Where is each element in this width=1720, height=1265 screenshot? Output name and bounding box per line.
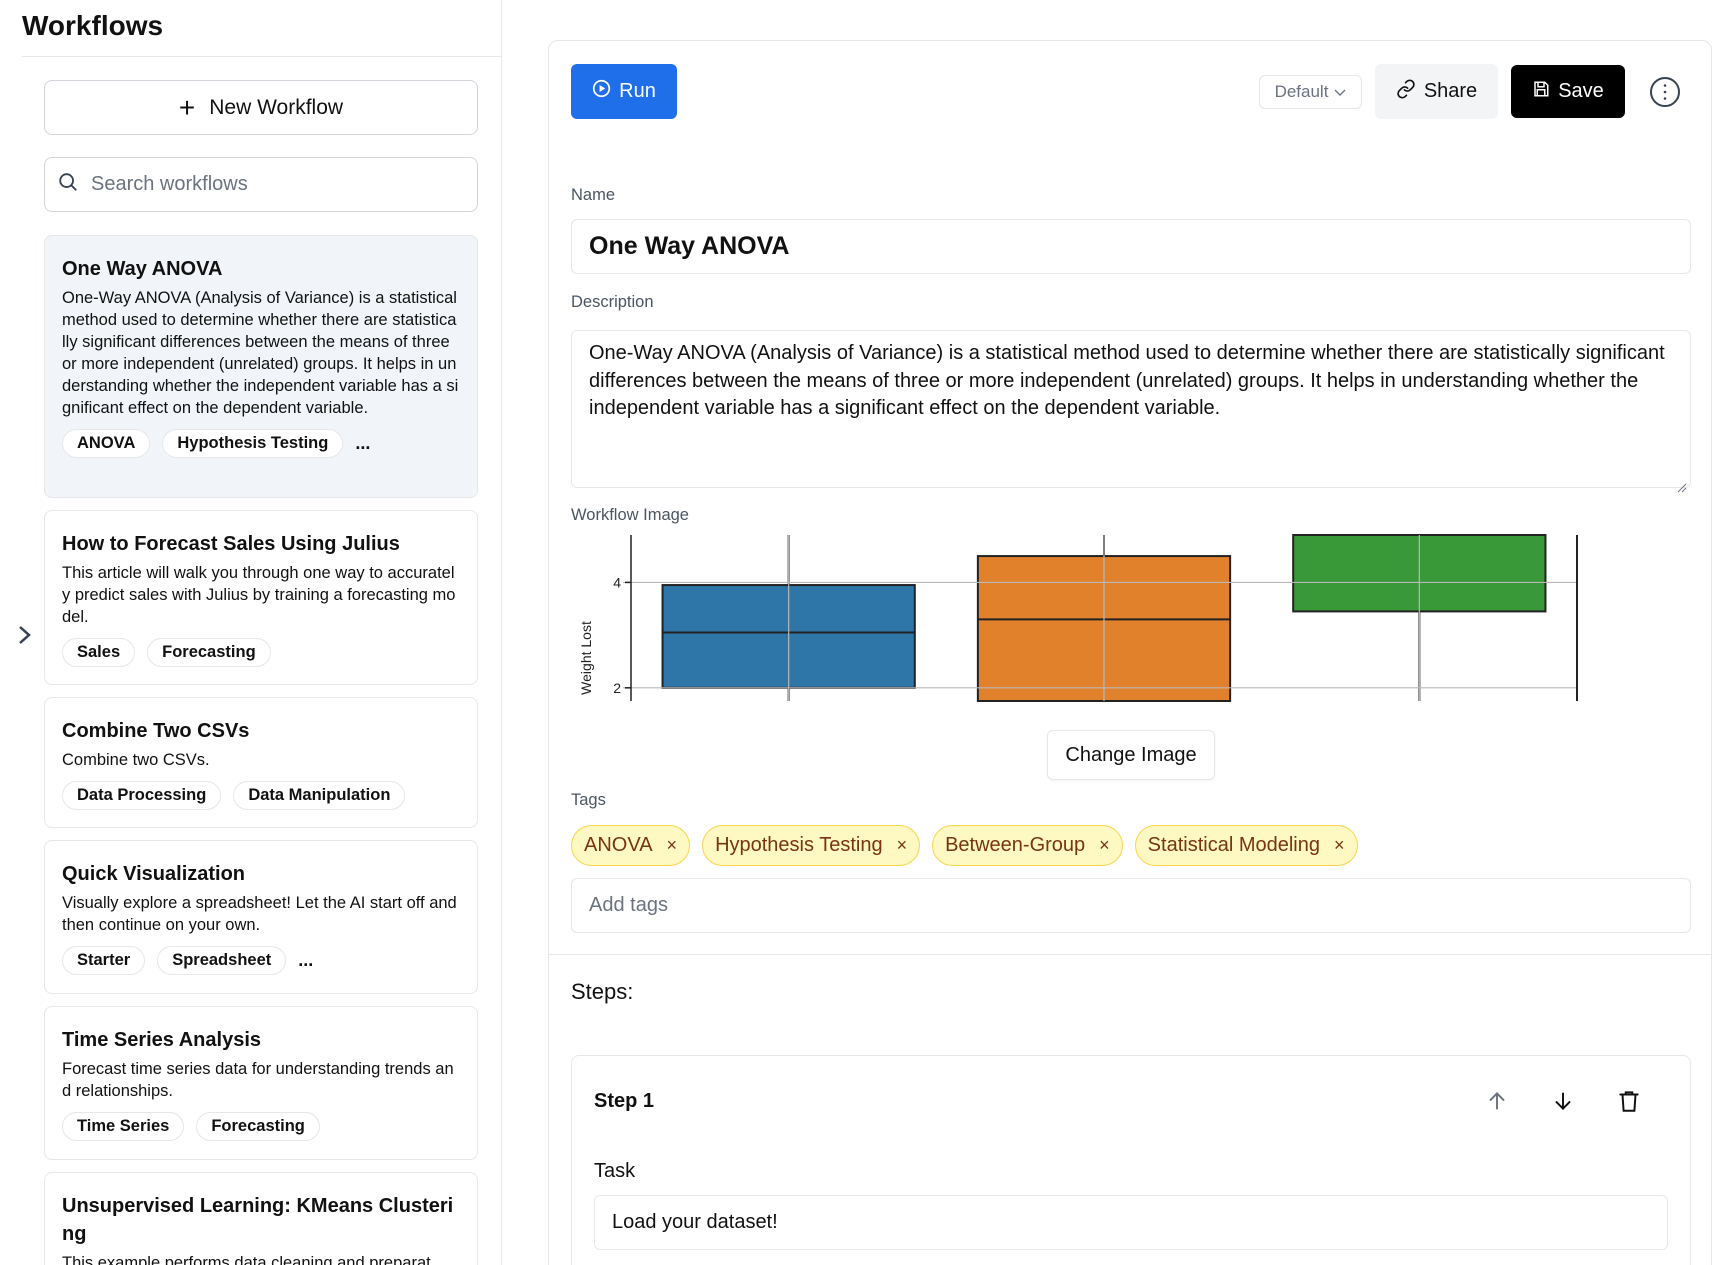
workflow-editor: Run Default Share Save Name One Way ANOV… [548, 40, 1712, 1265]
add-tags-field[interactable] [571, 878, 1691, 933]
workflow-tag: Forecasting [196, 1112, 320, 1141]
steps-heading: Steps: [571, 979, 634, 1004]
remove-tag-icon[interactable]: × [1099, 835, 1110, 855]
workflow-image-chart: 2 4 Weight Lost [571, 531, 1691, 759]
chevron-right-icon[interactable] [14, 620, 36, 650]
workflow-card-description: This article will walk you through one w… [62, 564, 456, 626]
share-button[interactable]: Share [1375, 64, 1498, 119]
y-tick-label: 2 [613, 680, 621, 696]
tags-label: Tags [571, 791, 606, 809]
workflow-card-one-way-anova[interactable]: One Way ANOVA One-Way ANOVA (Analysis of… [44, 235, 478, 498]
workflow-card-description: One-Way ANOVA (Analysis of Variance) is … [62, 289, 459, 417]
description-text: One-Way ANOVA (Analysis of Variance) is … [589, 342, 1665, 419]
step-card: Step 1 Task Load your dataset! [571, 1055, 1691, 1265]
name-label: Name [571, 186, 616, 204]
chevron-down-icon [1334, 82, 1346, 102]
remove-tag-icon[interactable]: × [896, 835, 908, 855]
workflow-card-kmeans[interactable]: Unsupervised Learning: KMeans Clustering… [44, 1172, 478, 1265]
search-box[interactable] [44, 157, 478, 212]
workflow-image-label: Workflow Image [571, 506, 689, 524]
workflow-tag: Hypothesis Testing [162, 429, 344, 458]
workflow-card-combine-csvs[interactable]: Combine Two CSVs Combine two CSVs. Data … [44, 697, 478, 828]
description-label: Description [571, 293, 654, 311]
name-field[interactable]: One Way ANOVA [571, 219, 1691, 274]
workflow-tag: Data Processing [62, 781, 222, 810]
box-plot-chart: 2 4 Weight Lost [578, 534, 1578, 703]
share-label: Share [1423, 80, 1478, 102]
remove-tag-icon[interactable]: × [1333, 835, 1345, 855]
workflow-card-description: This example performs data cleaning and … [62, 1254, 431, 1265]
workflow-card-tags: ANOVA Hypothesis Testing ... [62, 429, 460, 458]
tag-label: ANOVA [584, 834, 653, 856]
step-title: Step 1 [594, 1090, 655, 1112]
section-divider [549, 954, 1711, 955]
workflow-card-forecast-sales[interactable]: How to Forecast Sales Using Julius This … [44, 510, 478, 685]
workflow-tag: Sales [62, 638, 136, 667]
task-label: Task [594, 1160, 636, 1182]
workflow-card-title: Unsupervised Learning: KMeans Clustering [62, 1195, 454, 1245]
tag-chip: ANOVA × [571, 825, 691, 866]
workflow-tag: Forecasting [147, 638, 271, 667]
new-workflow-button[interactable]: + New Workflow [44, 80, 478, 135]
run-label: Run [619, 80, 656, 102]
resize-handle-icon[interactable] [1677, 474, 1687, 493]
play-icon [592, 79, 611, 104]
workflow-card-tags: Starter Spreadsheet ... [62, 946, 460, 975]
workflow-card-description: Forecast time series data for understand… [62, 1060, 454, 1100]
tag-label: Between-Group [945, 834, 1086, 856]
new-workflow-label: New Workflow [209, 95, 344, 119]
trash-icon[interactable] [1616, 1088, 1642, 1114]
workflow-card-title: Combine Two CSVs [62, 720, 250, 742]
workflow-card-title: How to Forecast Sales Using Julius [62, 533, 400, 555]
model-select-value: Default [1274, 82, 1329, 101]
workflow-card-time-series[interactable]: Time Series Analysis Forecast time serie… [44, 1006, 478, 1160]
floppy-disk-icon [1532, 80, 1550, 104]
description-field[interactable]: One-Way ANOVA (Analysis of Variance) is … [571, 330, 1691, 493]
save-label: Save [1558, 80, 1604, 102]
tag-label: Statistical Modeling [1147, 834, 1320, 856]
workflow-tag: Spreadsheet [157, 946, 287, 975]
search-input[interactable] [91, 173, 451, 196]
sidebar: Workflows + New Workflow One Way ANOVA O… [0, 0, 502, 1265]
arrow-down-icon[interactable] [1550, 1088, 1576, 1114]
tag-chip: Statistical Modeling × [1134, 825, 1358, 866]
workflow-card-tags: Time Series Forecasting [62, 1112, 460, 1141]
workflow-card-title: Time Series Analysis [62, 1029, 262, 1051]
tags-list: ANOVA × Hypothesis Testing × Between-Gro… [571, 825, 1358, 866]
remove-tag-icon[interactable]: × [666, 835, 678, 855]
y-axis-label: Weight Lost [578, 621, 594, 695]
link-icon [1396, 78, 1416, 105]
change-image-button[interactable]: Change Image [1047, 730, 1215, 780]
workflow-tag: Time Series [62, 1112, 185, 1141]
sidebar-header [22, 0, 501, 57]
more-tags-indicator: ... [355, 433, 371, 453]
model-select[interactable]: Default [1259, 75, 1362, 109]
tag-label: Hypothesis Testing [715, 834, 883, 856]
arrow-up-icon[interactable] [1484, 1088, 1510, 1114]
more-options-icon[interactable] [1648, 75, 1682, 109]
task-field[interactable]: Load your dataset! [594, 1195, 1668, 1250]
workflow-tag: ANOVA [62, 429, 151, 458]
workflow-tag: Data Manipulation [233, 781, 406, 810]
workflow-tag: Starter [62, 946, 146, 975]
editor-toolbar: Run Default Share Save [549, 41, 1711, 151]
workflow-card-title: Quick Visualization [62, 863, 246, 885]
tag-chip: Between-Group × [932, 825, 1123, 866]
workflow-card-description: Visually explore a spreadsheet! Let the … [62, 894, 457, 934]
workflow-card-title: One Way ANOVA [62, 258, 223, 280]
workflow-card-tags: Data Processing Data Manipulation [62, 781, 460, 810]
workflow-card-tags: Sales Forecasting [62, 638, 460, 667]
workflow-card-description: Combine two CSVs. [62, 751, 210, 769]
run-button[interactable]: Run [571, 64, 677, 119]
workflow-card-quick-visualization[interactable]: Quick Visualization Visually explore a s… [44, 840, 478, 994]
save-button[interactable]: Save [1511, 65, 1625, 118]
search-icon [57, 171, 79, 198]
y-tick-label: 4 [613, 574, 621, 590]
add-tags-input[interactable] [589, 894, 1589, 917]
tag-chip: Hypothesis Testing × [702, 825, 921, 866]
sidebar-title: Workflows [22, 10, 164, 41]
plus-icon: + [178, 91, 196, 123]
more-tags-indicator: ... [298, 950, 314, 970]
